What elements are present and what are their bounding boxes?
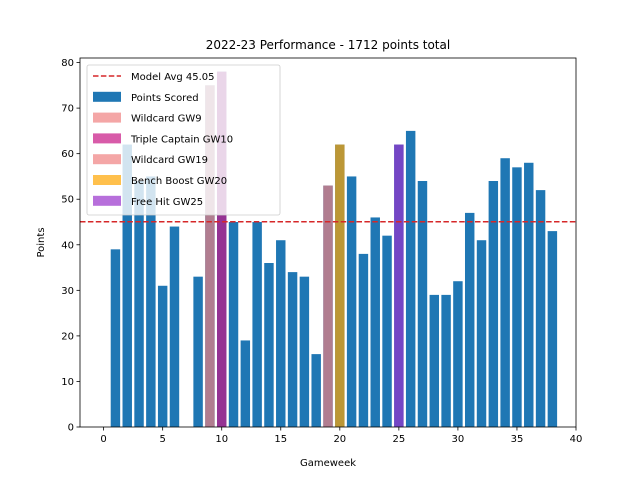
y-tick-label: 0	[68, 423, 74, 434]
bar	[524, 162, 534, 427]
x-tick-label: 15	[274, 434, 287, 445]
chart-title: 2022-23 Performance - 1712 points total	[206, 38, 450, 52]
bar	[441, 294, 451, 427]
legend-swatch	[93, 175, 121, 185]
y-axis-title: Points	[36, 227, 47, 257]
y-tick-label: 40	[61, 240, 74, 251]
legend-label: Wildcard GW19	[131, 155, 208, 166]
bar	[122, 144, 132, 428]
legend-label: Points Scored	[131, 93, 199, 104]
bar	[382, 235, 392, 427]
bar	[276, 240, 286, 427]
bars-layer	[110, 71, 558, 428]
bar	[453, 281, 463, 427]
y-tick-label: 10	[61, 377, 74, 388]
x-axis: 0 5 10 15 20 25 30 35 40	[100, 427, 582, 445]
chip-highlight-bar	[323, 185, 333, 427]
x-tick-label: 25	[392, 434, 405, 445]
x-tick-label: 10	[215, 434, 228, 445]
chip-highlight-bar	[205, 85, 215, 427]
x-tick-label: 35	[511, 434, 524, 445]
bar	[535, 190, 546, 427]
bar	[488, 181, 499, 427]
bar	[240, 340, 251, 427]
y-tick-label: 60	[61, 149, 74, 160]
bar	[358, 253, 369, 427]
legend-box	[86, 64, 281, 216]
legend-swatch	[93, 154, 121, 165]
x-tick-label: 5	[159, 434, 165, 445]
chip-highlight-bar	[216, 71, 227, 428]
bar	[134, 181, 144, 427]
y-tick-label: 70	[61, 104, 74, 115]
legend-swatch	[93, 195, 121, 206]
legend-label: Model Avg 45.05	[131, 72, 215, 83]
plot-frame	[79, 57, 577, 428]
legend-swatch	[93, 91, 121, 102]
bar	[476, 240, 487, 427]
bar	[417, 181, 428, 427]
bar	[264, 263, 274, 427]
bar	[429, 294, 440, 427]
legend-label: Wildcard GW9	[131, 114, 202, 125]
chip-highlight-bar	[335, 144, 345, 428]
legend-swatch	[93, 112, 121, 123]
bar	[287, 272, 298, 427]
y-tick-label: 30	[61, 286, 74, 297]
bar	[405, 130, 416, 427]
y-axis: 0 10 20 30 40 50 60 70 80	[61, 58, 80, 434]
x-axis-title: Gameweek	[300, 458, 356, 469]
bar	[228, 222, 239, 427]
bar	[193, 276, 203, 427]
y-tick-label: 20	[61, 331, 74, 342]
bar	[512, 167, 522, 428]
x-tick-label: 30	[452, 434, 465, 445]
bar	[299, 276, 310, 427]
bar	[346, 176, 357, 427]
x-tick-label: 40	[570, 434, 583, 445]
legend-label: Free Hit GW25	[131, 197, 203, 208]
legend-label: Bench Boost GW20	[131, 176, 227, 187]
bar	[157, 285, 168, 427]
legend-label: Triple Captain GW10	[130, 134, 233, 145]
bar	[547, 231, 558, 427]
legend: Model Avg 45.05 Points Scored Wildcard GW9…	[86, 64, 281, 216]
bar	[464, 212, 475, 427]
bar	[146, 176, 156, 427]
bar	[110, 249, 121, 427]
bar	[311, 354, 321, 427]
x-tick-label: 0	[100, 434, 106, 445]
y-tick-label: 80	[61, 58, 74, 69]
chip-highlight-bar	[394, 144, 404, 428]
legend-swatch	[93, 133, 121, 144]
x-tick-label: 20	[333, 434, 346, 445]
bar	[370, 217, 380, 427]
bar	[500, 158, 510, 427]
bar	[169, 226, 180, 427]
bar	[252, 222, 262, 427]
y-tick-label: 50	[61, 195, 74, 206]
